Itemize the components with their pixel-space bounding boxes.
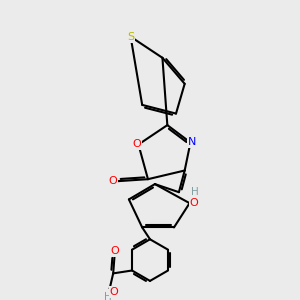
Text: O: O: [110, 287, 118, 297]
Text: N: N: [188, 137, 196, 148]
Text: O: O: [109, 176, 117, 186]
Text: H: H: [103, 292, 111, 300]
Text: O: O: [190, 198, 198, 208]
Text: H: H: [191, 187, 199, 197]
Text: S: S: [127, 32, 134, 42]
Text: O: O: [110, 246, 119, 256]
Text: O: O: [133, 140, 141, 149]
